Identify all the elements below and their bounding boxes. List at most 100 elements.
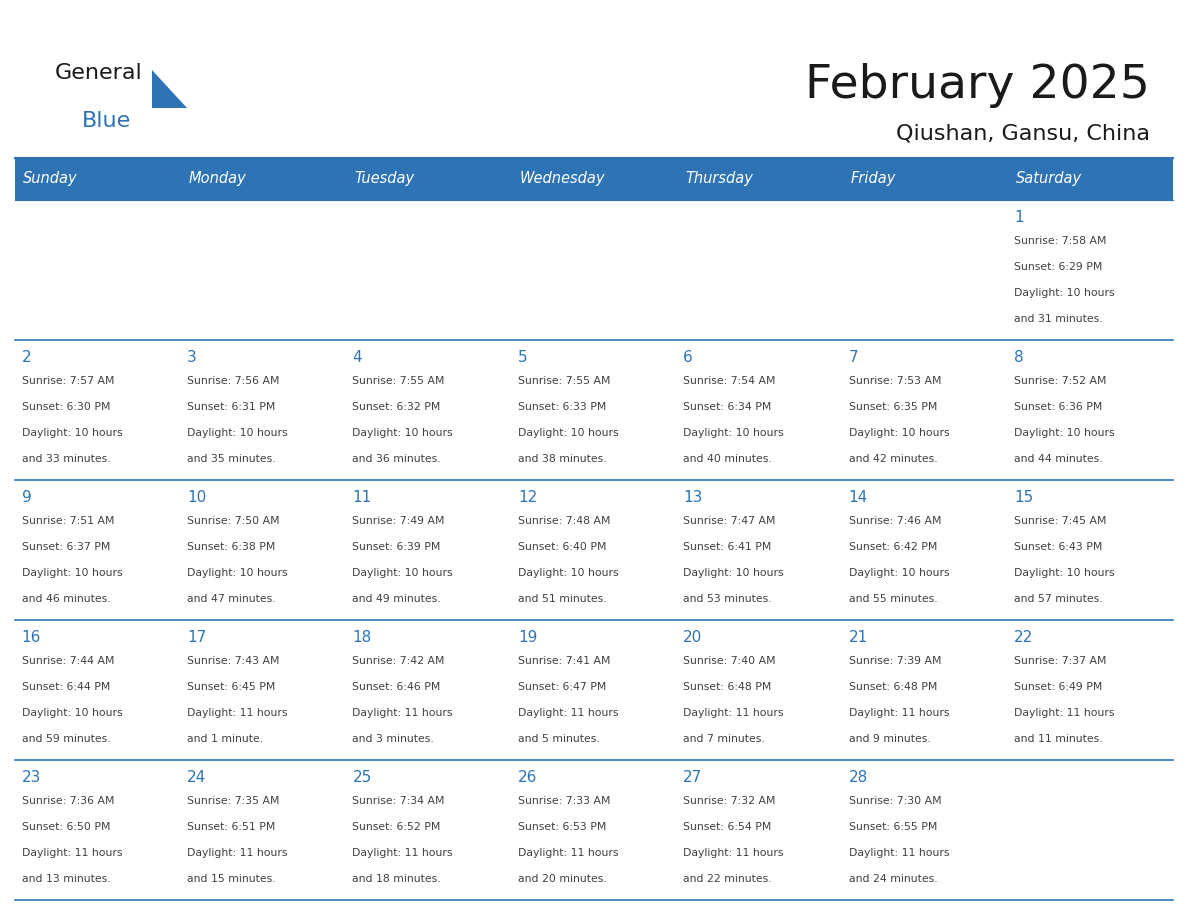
Text: Sunrise: 7:50 AM: Sunrise: 7:50 AM	[187, 517, 279, 526]
Bar	[15, 620, 181, 760]
Text: Sunday: Sunday	[24, 172, 78, 186]
Text: and 35 minutes.: and 35 minutes.	[187, 454, 276, 465]
Text: and 15 minutes.: and 15 minutes.	[187, 874, 276, 884]
Text: Blue: Blue	[82, 111, 131, 131]
Text: and 46 minutes.: and 46 minutes.	[21, 594, 110, 604]
Text: 3: 3	[187, 350, 197, 364]
Text: Sunset: 6:39 PM: Sunset: 6:39 PM	[353, 543, 441, 553]
Polygon shape	[152, 70, 187, 108]
Text: and 11 minutes.: and 11 minutes.	[1015, 734, 1102, 744]
Text: 26: 26	[518, 770, 537, 785]
Text: Sunrise: 7:37 AM: Sunrise: 7:37 AM	[1015, 656, 1107, 666]
Bar	[842, 200, 1007, 340]
Text: 21: 21	[848, 630, 868, 644]
Text: and 51 minutes.: and 51 minutes.	[518, 594, 607, 604]
Text: and 36 minutes.: and 36 minutes.	[353, 454, 441, 465]
Bar	[15, 340, 181, 480]
Text: Daylight: 10 hours: Daylight: 10 hours	[518, 428, 619, 438]
Text: Sunrise: 7:55 AM: Sunrise: 7:55 AM	[518, 376, 611, 386]
Text: Daylight: 10 hours: Daylight: 10 hours	[21, 428, 122, 438]
Text: Daylight: 10 hours: Daylight: 10 hours	[21, 708, 122, 718]
Text: Sunset: 6:37 PM: Sunset: 6:37 PM	[21, 543, 110, 553]
Text: and 24 minutes.: and 24 minutes.	[848, 874, 937, 884]
Text: Daylight: 11 hours: Daylight: 11 hours	[518, 848, 619, 858]
Text: Sunset: 6:49 PM: Sunset: 6:49 PM	[1015, 682, 1102, 692]
Text: 12: 12	[518, 490, 537, 505]
Text: Daylight: 10 hours: Daylight: 10 hours	[848, 428, 949, 438]
Text: 4: 4	[353, 350, 362, 364]
Text: Friday: Friday	[851, 172, 896, 186]
Text: 14: 14	[848, 490, 868, 505]
Text: Qiushan, Gansu, China: Qiushan, Gansu, China	[896, 123, 1150, 143]
Text: Sunset: 6:34 PM: Sunset: 6:34 PM	[683, 402, 772, 412]
Text: and 55 minutes.: and 55 minutes.	[848, 594, 937, 604]
Bar	[511, 620, 677, 760]
Text: Daylight: 11 hours: Daylight: 11 hours	[1015, 708, 1114, 718]
Text: and 40 minutes.: and 40 minutes.	[683, 454, 772, 465]
Bar	[1007, 620, 1173, 760]
Text: 7: 7	[848, 350, 859, 364]
Text: Sunset: 6:44 PM: Sunset: 6:44 PM	[21, 682, 110, 692]
Text: 6: 6	[683, 350, 693, 364]
Text: 27: 27	[683, 770, 702, 785]
Text: Daylight: 11 hours: Daylight: 11 hours	[353, 848, 453, 858]
Text: Sunrise: 7:39 AM: Sunrise: 7:39 AM	[848, 656, 941, 666]
Text: Sunset: 6:52 PM: Sunset: 6:52 PM	[353, 823, 441, 833]
Text: Daylight: 10 hours: Daylight: 10 hours	[683, 428, 784, 438]
Text: Daylight: 11 hours: Daylight: 11 hours	[518, 708, 619, 718]
Text: 13: 13	[683, 490, 703, 505]
Text: and 57 minutes.: and 57 minutes.	[1015, 594, 1102, 604]
Text: Sunset: 6:45 PM: Sunset: 6:45 PM	[187, 682, 276, 692]
Bar	[677, 760, 842, 900]
Text: 28: 28	[848, 770, 868, 785]
Text: Sunrise: 7:56 AM: Sunrise: 7:56 AM	[187, 376, 279, 386]
Bar	[181, 340, 346, 480]
Text: Daylight: 10 hours: Daylight: 10 hours	[683, 568, 784, 578]
Text: Sunrise: 7:35 AM: Sunrise: 7:35 AM	[187, 797, 279, 806]
Text: and 9 minutes.: and 9 minutes.	[848, 734, 930, 744]
Bar	[677, 200, 842, 340]
Bar	[15, 158, 1173, 200]
Bar	[677, 620, 842, 760]
Text: Daylight: 11 hours: Daylight: 11 hours	[21, 848, 122, 858]
Text: Sunrise: 7:48 AM: Sunrise: 7:48 AM	[518, 517, 611, 526]
Text: Daylight: 11 hours: Daylight: 11 hours	[187, 708, 287, 718]
Text: Sunset: 6:33 PM: Sunset: 6:33 PM	[518, 402, 606, 412]
Text: and 20 minutes.: and 20 minutes.	[518, 874, 607, 884]
Text: 5: 5	[518, 350, 527, 364]
Bar	[346, 620, 511, 760]
Text: Daylight: 11 hours: Daylight: 11 hours	[187, 848, 287, 858]
Text: Daylight: 11 hours: Daylight: 11 hours	[848, 848, 949, 858]
Bar	[1007, 480, 1173, 620]
Text: Daylight: 10 hours: Daylight: 10 hours	[1015, 568, 1114, 578]
Text: 23: 23	[21, 770, 42, 785]
Bar	[346, 340, 511, 480]
Bar	[1007, 340, 1173, 480]
Text: and 44 minutes.: and 44 minutes.	[1015, 454, 1102, 465]
Bar	[346, 480, 511, 620]
Text: and 22 minutes.: and 22 minutes.	[683, 874, 772, 884]
Text: Sunset: 6:50 PM: Sunset: 6:50 PM	[21, 823, 110, 833]
Text: Sunrise: 7:53 AM: Sunrise: 7:53 AM	[848, 376, 941, 386]
Text: 8: 8	[1015, 350, 1024, 364]
Bar	[842, 480, 1007, 620]
Text: Sunrise: 7:51 AM: Sunrise: 7:51 AM	[21, 517, 114, 526]
Text: 11: 11	[353, 490, 372, 505]
Text: 1: 1	[1015, 210, 1024, 225]
Text: 22: 22	[1015, 630, 1034, 644]
Bar	[842, 620, 1007, 760]
Text: Sunset: 6:29 PM: Sunset: 6:29 PM	[1015, 263, 1102, 273]
Text: Daylight: 10 hours: Daylight: 10 hours	[187, 568, 287, 578]
Text: 9: 9	[21, 490, 31, 505]
Text: and 7 minutes.: and 7 minutes.	[683, 734, 765, 744]
Text: General: General	[55, 63, 143, 83]
Text: Sunrise: 7:58 AM: Sunrise: 7:58 AM	[1015, 237, 1107, 246]
Text: Sunset: 6:51 PM: Sunset: 6:51 PM	[187, 823, 276, 833]
Text: Sunset: 6:38 PM: Sunset: 6:38 PM	[187, 543, 276, 553]
Text: Sunset: 6:48 PM: Sunset: 6:48 PM	[848, 682, 937, 692]
Text: Wednesday: Wednesday	[519, 172, 605, 186]
Bar	[15, 480, 181, 620]
Text: Daylight: 11 hours: Daylight: 11 hours	[683, 708, 784, 718]
Text: February 2025: February 2025	[805, 63, 1150, 108]
Text: 19: 19	[518, 630, 537, 644]
